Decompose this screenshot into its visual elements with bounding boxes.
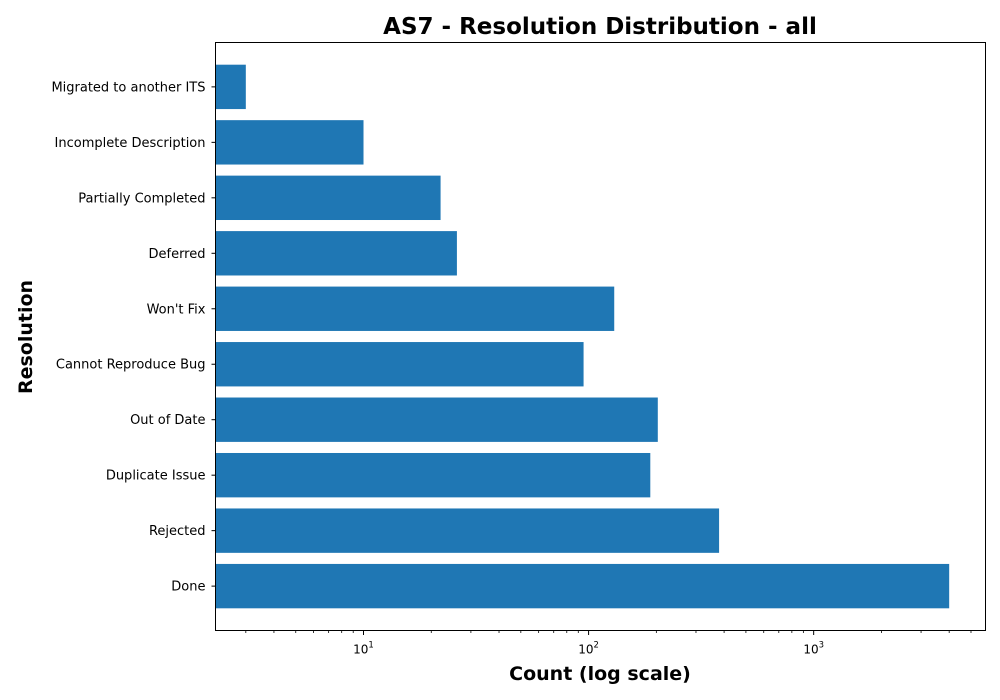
- y-tick-label: Partially Completed: [78, 191, 205, 206]
- bar-deferred: [215, 231, 457, 276]
- bar-partially-completed: [215, 175, 441, 221]
- x-tick-label: 101: [353, 641, 374, 657]
- bar-duplicate-issue: [215, 452, 651, 498]
- bar-migrated-to-another-its: [215, 64, 246, 110]
- x-tick-label: 103: [803, 641, 824, 657]
- bar-out-of-date: [215, 397, 658, 442]
- x-tick-label: 102: [578, 641, 599, 657]
- y-tick-label: Duplicate Issue: [106, 469, 206, 484]
- y-tick-label: Deferred: [148, 247, 205, 262]
- bar-incomplete-description: [215, 120, 364, 165]
- y-tick-label: Incomplete Description: [55, 136, 206, 151]
- y-tick-label: Cannot Reproduce Bug: [56, 358, 206, 373]
- bar-won-t-fix: [215, 286, 615, 331]
- y-tick-label: Done: [171, 580, 205, 595]
- bar-cannot-reproduce-bug: [215, 342, 584, 387]
- bar-rejected: [215, 508, 720, 553]
- y-tick-label: Out of Date: [130, 413, 205, 428]
- plot-frame: [215, 42, 986, 631]
- x-axis-label: Count (log scale): [509, 663, 691, 685]
- y-tick-label: Migrated to another ITS: [51, 80, 205, 95]
- y-tick-label: Won't Fix: [147, 302, 206, 317]
- chart-title: AS7 - Resolution Distribution - all: [383, 14, 817, 40]
- bars-group: [215, 64, 950, 609]
- bar-done: [215, 563, 950, 609]
- y-tick-label: Rejected: [149, 524, 206, 539]
- x-ticks-group: 101 102 103: [245, 630, 972, 657]
- y-axis-label: Resolution: [15, 280, 37, 394]
- y-ticks-group: Done Rejected Duplicate Issue Out of Date Ca…: [51, 80, 216, 595]
